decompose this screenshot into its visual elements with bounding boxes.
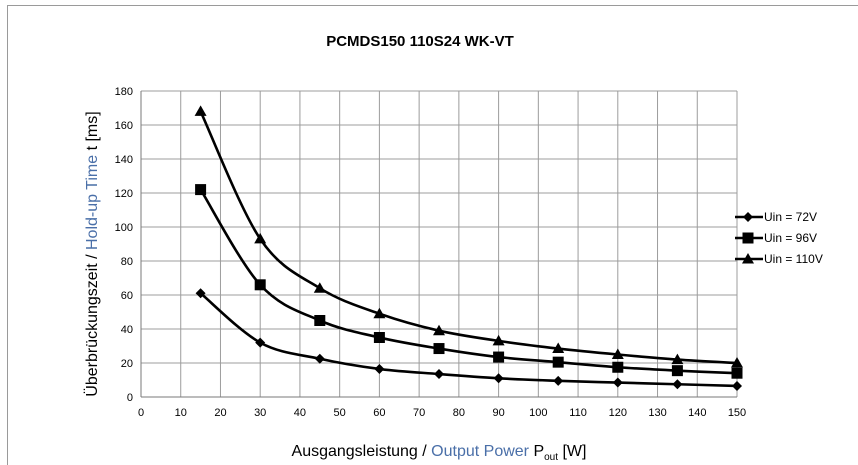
- legend-label: Uin = 96V: [764, 231, 817, 245]
- y-tick-label: 100: [115, 222, 133, 234]
- grid: [140, 90, 738, 398]
- x-tick-label: 10: [175, 407, 187, 419]
- x-tick-label: 90: [492, 407, 504, 419]
- data-point-triangle: [552, 342, 565, 354]
- x-tick-label: 30: [254, 407, 266, 419]
- data-point-triangle: [611, 348, 624, 359]
- data-point-square: [254, 279, 266, 291]
- y-tick-label: 20: [121, 358, 133, 370]
- y-tick-label: 0: [127, 392, 133, 404]
- data-point-square: [433, 343, 445, 355]
- x-tick-label: 70: [413, 407, 425, 419]
- x-tick-label: 110: [569, 407, 587, 419]
- data-point-triangle: [492, 334, 505, 346]
- data-point-triangle: [313, 282, 326, 293]
- data-point-diamond: [255, 337, 266, 348]
- data-point-square: [314, 315, 326, 326]
- series-line-0: [199, 292, 738, 388]
- data-point-triangle: [373, 307, 386, 319]
- legend: Uin = 72V Uin = 96V Uin = 110V: [735, 210, 823, 266]
- hold-up-time-chart: PCMDS150 110S24 WK-VT 0 10 20 30 40 50 60 70 80 9…: [83, 33, 823, 463]
- data-point-diamond: [493, 373, 504, 384]
- data-point-diamond: [612, 377, 623, 388]
- x-tick-label: 40: [294, 407, 306, 419]
- data-point-diamond: [434, 369, 444, 380]
- y-axis-label-de: Überbrückungszeit /: [83, 250, 101, 397]
- series-line-2: [199, 110, 738, 365]
- y-tick-labels: 0 20 40 60 80 100 120 140 160 180: [115, 86, 133, 404]
- data-point-square: [195, 184, 207, 196]
- data-point-diamond: [314, 353, 325, 364]
- x-axis-label-de: Ausgangsleistung /: [292, 443, 432, 460]
- series-lines: [194, 105, 743, 391]
- legend-label: Uin = 110V: [764, 252, 823, 266]
- legend-marker-square: [742, 232, 754, 244]
- y-tick-label: 60: [121, 290, 133, 302]
- x-tick-label: 130: [648, 407, 666, 419]
- legend-marker-triangle: [742, 253, 754, 264]
- data-point-square: [552, 356, 564, 368]
- legend-label: Uin = 72V: [764, 210, 817, 224]
- x-axis-label: Ausgangsleistung / Output Power Pout [W]: [292, 443, 587, 463]
- data-point-triangle: [731, 357, 743, 368]
- chart-frame: PCMDS150 110S24 WK-VT 0 10 20 30 40 50 60 70 80 9…: [7, 5, 858, 465]
- data-point-square: [731, 367, 743, 379]
- y-tick-label: 160: [115, 120, 133, 132]
- x-tick-label: 60: [373, 407, 385, 419]
- x-tick-label: 20: [214, 407, 226, 419]
- data-point-triangle: [671, 353, 684, 365]
- y-tick-label: 40: [121, 324, 133, 336]
- x-tick-label: 120: [609, 407, 627, 419]
- data-point-triangle: [254, 232, 267, 244]
- x-tick-label: 80: [453, 407, 465, 419]
- x-tick-label: 150: [728, 407, 746, 419]
- data-point-square: [493, 351, 505, 363]
- y-tick-label: 140: [115, 154, 133, 166]
- y-tick-label: 80: [121, 256, 133, 268]
- data-point-diamond: [195, 288, 206, 299]
- x-axis-label-en: Output Power: [431, 443, 530, 460]
- y-tick-label: 120: [115, 188, 133, 200]
- x-tick-labels: 0 10 20 30 40 50 60 70 80 90 100 110 120 130 140 150: [138, 407, 746, 419]
- data-point-triangle: [433, 324, 445, 336]
- x-tick-label: 100: [529, 407, 547, 419]
- legend-marker-diamond: [743, 212, 753, 222]
- y-axis-label-unit: t [ms]: [84, 111, 101, 155]
- data-point-square: [671, 365, 683, 377]
- y-axis-label: Überbrückungszeit / Hold-up Time t [ms]: [83, 111, 101, 396]
- data-point-square: [373, 332, 385, 343]
- x-axis-label-unit: [W]: [558, 443, 586, 460]
- data-point-diamond: [553, 375, 564, 386]
- x-tick-label: 140: [688, 407, 706, 419]
- data-point-diamond: [672, 379, 683, 390]
- y-axis-label-en: Hold-up Time: [84, 155, 101, 250]
- chart-title: PCMDS150 110S24 WK-VT: [326, 33, 514, 50]
- data-point-diamond: [374, 363, 385, 374]
- data-point-square: [612, 361, 624, 373]
- data-point-diamond: [732, 380, 742, 391]
- series-line-1: [199, 188, 738, 375]
- x-tick-label: 0: [138, 407, 144, 419]
- x-axis-label-symbol: P: [529, 443, 544, 460]
- x-tick-label: 50: [334, 407, 346, 419]
- data-point-triangle: [194, 105, 207, 116]
- axes: [140, 91, 737, 398]
- y-tick-label: 180: [115, 86, 133, 98]
- x-axis-label-sub: out: [544, 452, 558, 463]
